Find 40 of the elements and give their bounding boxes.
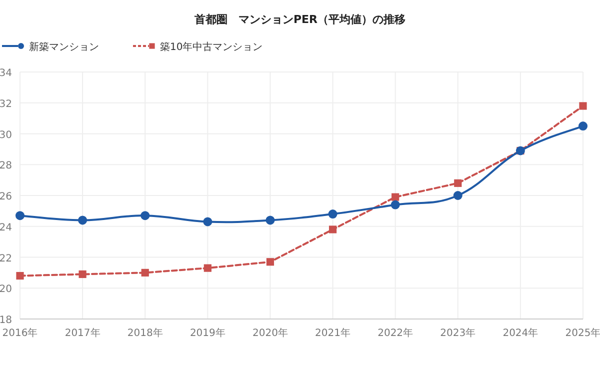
- x-tick-label: 2024年: [502, 327, 538, 339]
- x-tick-label: 2025年: [565, 327, 600, 339]
- y-tick-label: 28: [0, 160, 12, 172]
- point: [266, 258, 274, 266]
- x-tick-label: 2018年: [127, 327, 163, 339]
- point: [16, 272, 24, 280]
- point: [78, 270, 86, 278]
- y-tick-label: 26: [0, 192, 12, 202]
- x-tick-label: 2022年: [378, 327, 414, 339]
- x-tick-label: 2017年: [64, 327, 100, 339]
- point: [78, 216, 88, 225]
- legend-label: 新築マンション: [29, 41, 99, 53]
- point: [266, 216, 275, 225]
- y-tick-label: 30: [0, 130, 12, 141]
- y-tick-label: 20: [0, 284, 12, 296]
- y-tick-label: 22: [0, 253, 12, 264]
- point: [578, 122, 588, 131]
- point: [204, 264, 212, 272]
- point: [328, 226, 337, 234]
- x-tick-label: 2019年: [190, 327, 226, 339]
- point: [392, 193, 400, 201]
- chart-title: 首都圏 マンションPER（平均値）の推移: [193, 13, 406, 26]
- y-tick-label: 24: [0, 222, 12, 234]
- point: [453, 191, 462, 200]
- y-tick-label: 32: [0, 98, 12, 110]
- point: [390, 200, 400, 210]
- x-tick-label: 2023年: [440, 327, 476, 339]
- point: [328, 210, 338, 219]
- point: [579, 102, 587, 110]
- y-tick-label: 34: [0, 68, 12, 79]
- point: [454, 179, 462, 187]
- x-tick-label: 2020年: [252, 327, 288, 339]
- legend-label: 築10年中古マンション: [160, 41, 263, 53]
- x-tick-label: 2016年: [2, 327, 38, 339]
- point: [16, 211, 24, 220]
- y-tick-label: 18: [0, 315, 12, 326]
- point: [141, 268, 149, 276]
- point: [203, 217, 212, 226]
- x-tick-label: 2021年: [315, 327, 351, 339]
- point: [140, 211, 150, 220]
